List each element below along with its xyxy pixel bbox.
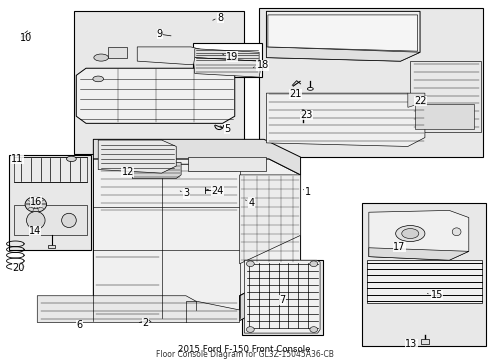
Ellipse shape [26, 212, 45, 229]
Text: 2: 2 [142, 319, 148, 328]
Polygon shape [76, 68, 234, 123]
Polygon shape [137, 47, 205, 65]
Polygon shape [239, 264, 300, 321]
Text: 17: 17 [392, 242, 405, 252]
Polygon shape [14, 205, 87, 235]
Polygon shape [194, 49, 259, 61]
Polygon shape [37, 296, 239, 323]
Ellipse shape [307, 87, 313, 90]
Polygon shape [239, 175, 300, 264]
Text: 20: 20 [12, 264, 25, 273]
Ellipse shape [395, 226, 424, 242]
Text: 2015 Ford F-150 Front Console: 2015 Ford F-150 Front Console [178, 345, 310, 354]
Text: 21: 21 [289, 89, 301, 99]
Ellipse shape [300, 110, 305, 115]
Text: 22: 22 [413, 96, 426, 106]
Text: 13: 13 [405, 339, 417, 349]
Text: 4: 4 [248, 198, 254, 208]
Bar [108, 47, 127, 58]
Text: 14: 14 [29, 226, 41, 236]
Bar [74, 12, 244, 154]
Polygon shape [132, 162, 181, 179]
Text: 18: 18 [256, 60, 268, 71]
Polygon shape [93, 159, 300, 321]
Circle shape [309, 327, 317, 332]
Bar [361, 203, 485, 346]
Text: 23: 23 [300, 110, 312, 120]
Circle shape [309, 261, 317, 267]
Ellipse shape [401, 229, 418, 239]
Circle shape [30, 200, 41, 209]
Polygon shape [266, 47, 419, 61]
Text: 10: 10 [20, 33, 32, 43]
Bar [420, 339, 428, 344]
Circle shape [246, 261, 254, 267]
Polygon shape [266, 12, 419, 61]
Text: 3: 3 [183, 188, 189, 198]
Ellipse shape [451, 228, 460, 236]
Text: 1: 1 [305, 187, 311, 197]
Text: 5: 5 [224, 124, 230, 134]
Bar [242, 260, 322, 335]
Polygon shape [267, 15, 417, 51]
Polygon shape [368, 248, 468, 260]
Bar [9, 155, 91, 249]
Text: 6: 6 [77, 320, 82, 330]
Polygon shape [98, 140, 176, 173]
Bar [48, 244, 55, 248]
Polygon shape [188, 157, 266, 171]
Circle shape [246, 327, 254, 332]
Polygon shape [409, 61, 480, 132]
Polygon shape [93, 139, 300, 175]
Text: 8: 8 [217, 13, 224, 23]
Polygon shape [266, 93, 424, 147]
Text: 15: 15 [430, 290, 442, 300]
Polygon shape [244, 260, 320, 333]
Text: 7: 7 [279, 295, 285, 305]
Circle shape [25, 197, 46, 212]
Ellipse shape [66, 156, 76, 162]
Ellipse shape [94, 54, 108, 61]
Ellipse shape [61, 213, 76, 228]
Polygon shape [193, 58, 260, 77]
Polygon shape [368, 211, 468, 260]
Ellipse shape [93, 76, 103, 82]
Text: 9: 9 [157, 29, 163, 39]
Text: Floor Console Diagram for GL3Z-15045A36-CB: Floor Console Diagram for GL3Z-15045A36-… [155, 350, 333, 359]
Text: 12: 12 [122, 167, 134, 177]
Text: 11: 11 [11, 153, 23, 163]
Polygon shape [14, 157, 87, 182]
Bar [193, 43, 261, 77]
Polygon shape [407, 93, 424, 107]
Text: 16: 16 [30, 197, 42, 207]
Bar [259, 8, 483, 157]
Text: 19: 19 [225, 51, 238, 62]
Text: 24: 24 [211, 186, 223, 196]
Bar [414, 104, 473, 129]
Bar [366, 260, 482, 303]
